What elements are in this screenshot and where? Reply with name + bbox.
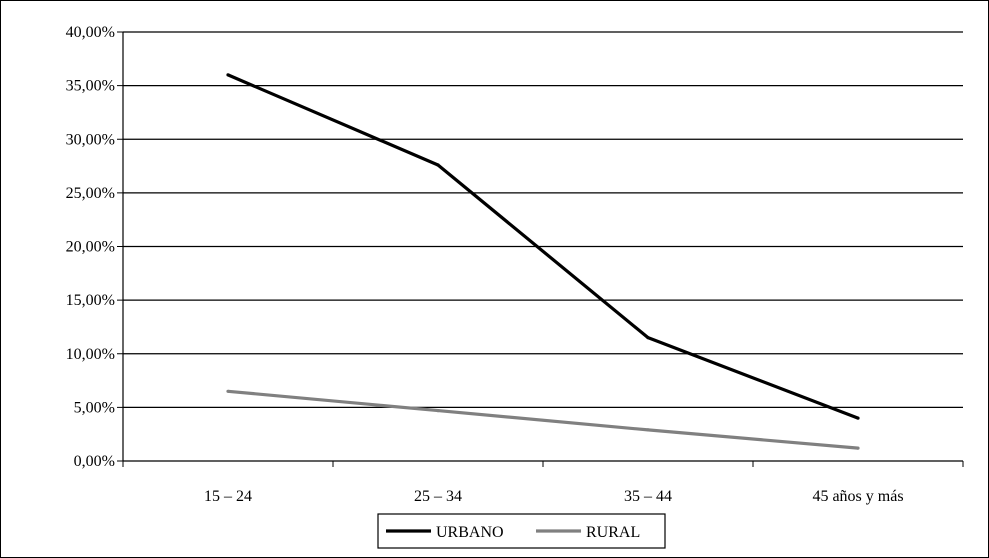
y-tick-label: 40,00%	[66, 24, 115, 41]
y-tick-labels: 0,00% 5,00% 10,00% 15,00% 20,00% 25,00% 30,00%…	[66, 24, 115, 470]
x-tick-label: 25 – 34	[414, 488, 462, 505]
data-point-urbano	[226, 73, 230, 77]
legend-label-urbano: URBANO	[436, 524, 504, 541]
y-tick-label: 0,00%	[74, 453, 115, 470]
y-tick-label: 5,00%	[74, 399, 115, 416]
series-lines	[226, 73, 860, 450]
data-point-rural	[226, 389, 230, 393]
data-point-rural	[646, 428, 650, 432]
y-tick-label: 25,00%	[66, 185, 115, 202]
x-tick-label: 15 – 24	[204, 488, 252, 505]
y-tick-label: 10,00%	[66, 346, 115, 363]
x-tick-label: 35 – 44	[624, 488, 672, 505]
data-point-rural	[436, 408, 440, 413]
y-tick-label: 20,00%	[66, 239, 115, 256]
legend: URBANO RURAL	[377, 513, 666, 549]
x-tick-labels: 15 – 24 25 – 34 35 – 44 45 años y más	[204, 488, 904, 505]
series-line-rural	[227, 389, 859, 450]
y-tick-label: 15,00%	[66, 292, 115, 309]
data-point-rural	[856, 446, 860, 450]
axes	[117, 31, 964, 467]
data-point-urbano	[436, 163, 440, 167]
y-tick-label: 35,00%	[66, 78, 115, 95]
legend-label-rural: RURAL	[586, 524, 640, 541]
series-line-urbano	[227, 73, 859, 420]
x-tick-label: 45 años y más	[812, 488, 903, 505]
data-point-urbano	[646, 336, 650, 340]
y-tick-label: 30,00%	[66, 131, 115, 148]
data-point-urbano	[856, 416, 860, 420]
gridlines	[123, 31, 963, 408]
